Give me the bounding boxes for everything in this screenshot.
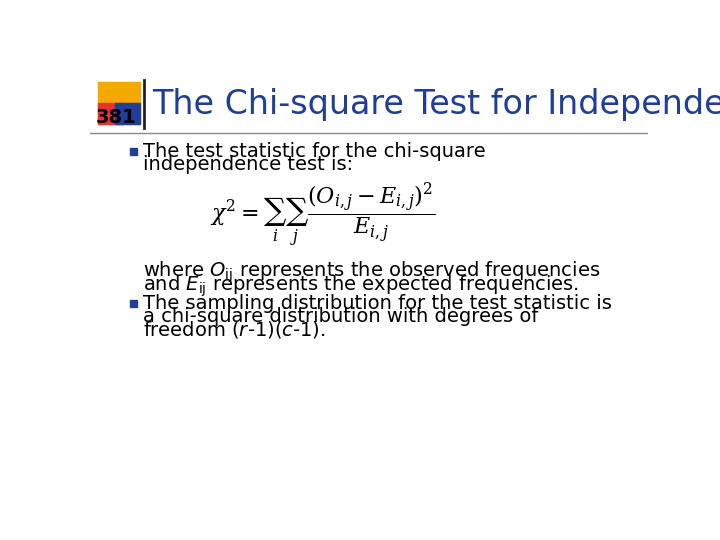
Bar [98, 103, 122, 124]
Text: where $O_{\mathrm{ij}}$ represents the observed frequencies: where $O_{\mathrm{ij}}$ represents the o… [143, 260, 600, 286]
Text: The test statistic for the chi-square: The test statistic for the chi-square [143, 143, 485, 161]
Text: The sampling distribution for the test statistic is: The sampling distribution for the test s… [143, 294, 611, 313]
Text: a chi-square distribution with degrees of: a chi-square distribution with degrees o… [143, 307, 538, 326]
Bar [130, 300, 138, 307]
Text: and $E_{\mathrm{ij}}$ represents the expected frequencies.: and $E_{\mathrm{ij}}$ represents the exp… [143, 274, 579, 299]
Bar [130, 148, 138, 155]
Text: 381: 381 [96, 107, 136, 127]
Bar [98, 82, 140, 124]
Text: The Chi-square Test for Independence-III: The Chi-square Test for Independence-III [152, 89, 720, 122]
Text: independence test is:: independence test is: [143, 156, 353, 174]
Text: freedom ($\mathit{r}$-1)($\mathit{c}$-1).: freedom ($\mathit{r}$-1)($\mathit{c}$-1)… [143, 319, 325, 340]
Text: $\chi^2 = \sum_i \sum_j \dfrac{(O_{i,j} - E_{i,j})^2}{E_{i,j}}$: $\chi^2 = \sum_i \sum_j \dfrac{(O_{i,j} … [210, 181, 435, 249]
Bar [114, 103, 140, 124]
